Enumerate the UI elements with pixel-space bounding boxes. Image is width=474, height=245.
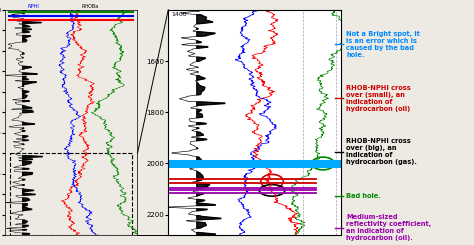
- Text: NPHI: NPHI: [27, 4, 39, 9]
- Text: 1400: 1400: [171, 12, 187, 17]
- Text: RHOB-NPHI cross
over (small), an
indication of
hydrocarbon (oil): RHOB-NPHI cross over (small), an indicat…: [346, 85, 411, 111]
- Text: Not a Bright spot, it
is an error which is
caused by the bad
hole.: Not a Bright spot, it is an error which …: [346, 31, 420, 58]
- Bar: [10, 153, 132, 235]
- Text: RHOB-NPHI cross
over (big), an
indication of
hydrocarbon (gas).: RHOB-NPHI cross over (big), an indicatio…: [346, 138, 417, 165]
- Text: Medium-sized
reflectivity coefficient,
an indication of
hydrocarbon (oil).: Medium-sized reflectivity coefficient, a…: [346, 214, 431, 241]
- Text: Bad hole.: Bad hole.: [346, 193, 381, 199]
- Text: RHOBa: RHOBa: [82, 4, 99, 9]
